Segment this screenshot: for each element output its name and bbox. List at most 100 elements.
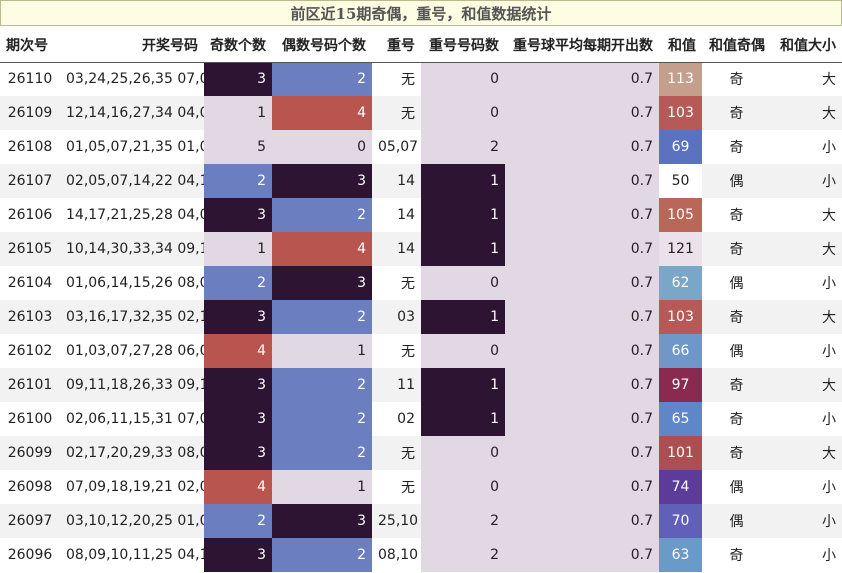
cell-repeat-count: 0: [421, 436, 505, 470]
cell-sum: 97: [659, 368, 702, 402]
cell-issue: 26105: [0, 232, 60, 266]
cell-sum-size: 小: [822, 480, 836, 496]
cell-numbers: 02,17,20,29,33 08,09: [60, 436, 204, 470]
cell-sum-size: 大: [771, 436, 842, 470]
cell-sum: 50: [659, 164, 702, 198]
header-repeat-avg[interactable]: 重号球平均每期开出数: [505, 28, 659, 63]
cell-sum-parity: 奇: [702, 300, 771, 334]
table-row[interactable]: 26106 14,17,21,25,28 04,06 3 2 14 1 0.7 105 奇 大: [0, 198, 842, 232]
header-odd-count[interactable]: 奇数个数: [204, 28, 272, 63]
header-repeat[interactable]: 重号: [372, 28, 421, 63]
cell-odd-count: 2: [204, 504, 272, 538]
cell-sum: 69: [659, 130, 702, 164]
cell-odd-count: 3: [204, 538, 272, 572]
cell-sum-size: 小: [822, 276, 836, 292]
cell-even-count: 2: [272, 62, 372, 96]
cell-sum-parity: 偶: [729, 480, 744, 496]
cell-odd-count: 4: [204, 334, 272, 368]
cell-issue: 26097: [0, 504, 60, 538]
cell-issue: 26106: [7, 207, 53, 223]
cell-sum-size: 大: [822, 72, 836, 89]
table-row[interactable]: 26104 01,06,14,15,26 08,09 2 3 无 0 0.7 62 偶 小: [0, 266, 842, 300]
table-row[interactable]: 26110 03,24,25,26,35 07,09 3 2 无 0 0.7 113 奇 大: [0, 62, 842, 96]
header-even-count[interactable]: 偶数号码个数: [272, 28, 372, 63]
cell-even-count: 4: [272, 96, 372, 130]
cell-odd-count: 3: [204, 198, 272, 232]
cell-even-count: 3: [272, 266, 372, 300]
header-sum[interactable]: 和值: [659, 28, 702, 63]
cell-sum-parity: 奇: [702, 232, 771, 266]
cell-numbers: 08,09,10,11,25 04,12: [66, 547, 204, 563]
cell-sum-size: 小: [771, 504, 842, 538]
cell-repeat: 08,10: [378, 547, 419, 563]
cell-repeat-avg: 0.7: [505, 198, 659, 232]
header-numbers[interactable]: 开奖号码: [60, 28, 204, 63]
table-row[interactable]: 26105 10,14,30,33,34 09,12 1 4 14 1 0.7 121 奇大: [0, 232, 842, 266]
cell-odd-count: 3: [204, 402, 272, 436]
header-repeat-count[interactable]: 重号号码数: [421, 28, 505, 63]
cell-repeat-count: 0: [421, 470, 505, 504]
cell-sum-parity: 偶: [702, 164, 771, 198]
cell-sum: 113: [659, 62, 702, 96]
statistics-table: 期次号 开奖号码 奇数个数 偶数号码个数 重号 重号号码数 重号球平均每期开出数…: [0, 28, 842, 572]
cell-numbers: 09,11,18,26,33 09,11: [60, 368, 204, 402]
table-row[interactable]: 26099 02,17,20,29,33 08,09 3 2 无 0 0.7 101 奇大: [0, 436, 842, 470]
cell-repeat: 11: [372, 368, 421, 402]
table-row[interactable]: 26096 08,09,10,11,25 04,12 3 2 08,10 2 0.7 63 奇小: [0, 538, 842, 572]
cell-sum: 103: [659, 300, 702, 334]
cell-repeat-count: 0: [421, 266, 505, 300]
cell-sum-size: 小: [822, 344, 836, 360]
cell-sum-size: 大: [822, 208, 836, 224]
cell-repeat-count: 2: [421, 130, 505, 164]
cell-numbers: 03,10,12,20,25 01,09: [60, 504, 204, 538]
cell-issue: 26107: [0, 164, 60, 198]
cell-repeat-count: 1: [421, 198, 505, 232]
header-issue[interactable]: 期次号: [0, 28, 60, 63]
table-row[interactable]: 26108 01,05,07,21,35 01,04 5 0 05,07 2 0.7 69 奇 小: [0, 130, 842, 164]
cell-odd-count: 2: [204, 266, 272, 300]
cell-sum: 103: [659, 96, 702, 130]
table-row[interactable]: 26109 12,14,16,27,34 04,08 1 4 无 0 0.7 103 奇大: [0, 96, 842, 130]
table-title: 前区近15期奇偶，重号，和值数据统计: [0, 0, 842, 26]
cell-numbers: 01,06,14,15,26 08,09: [66, 275, 204, 291]
cell-odd-count: 5: [204, 130, 272, 164]
cell-repeat: 02: [397, 411, 415, 427]
table-row[interactable]: 26100 02,06,11,15,31 07,08 3 2 02 1 0.7 65 奇 小: [0, 402, 842, 436]
header-sum-parity[interactable]: 和值奇偶: [702, 28, 771, 63]
table-row[interactable]: 26103 03,16,17,32,35 02,12 3 2 03 1 0.7 103 奇大: [0, 300, 842, 334]
table-row[interactable]: 26102 01,03,07,27,28 06,07 4 1 无 0 0.7 66 偶 小: [0, 334, 842, 368]
cell-sum-size: 大: [771, 300, 842, 334]
cell-repeat-count: 1: [421, 232, 505, 266]
cell-issue: 26104: [7, 275, 53, 291]
table-row[interactable]: 26107 02,05,07,14,22 04,10 2 3 14 1 0.7 50 偶小: [0, 164, 842, 198]
table-row[interactable]: 26101 09,11,18,26,33 09,11 3 2 11 1 0.7 97 奇大: [0, 368, 842, 402]
cell-repeat-avg: 0.7: [505, 130, 659, 164]
cell-sum-parity: 偶: [729, 276, 744, 292]
cell-numbers: 01,05,07,21,35 01,04: [66, 139, 204, 155]
cell-sum: 101: [659, 436, 702, 470]
cell-numbers: 01,03,07,27,28 06,07: [66, 343, 204, 359]
cell-repeat: 无: [401, 276, 415, 292]
cell-repeat-count: 2: [421, 504, 505, 538]
cell-odd-count: 3: [204, 368, 272, 402]
cell-odd-count: 1: [204, 96, 272, 130]
cell-sum-parity: 奇: [729, 72, 744, 89]
table-row[interactable]: 26098 07,09,18,19,21 02,09 4 1 无 0 0.7 74 偶 小: [0, 470, 842, 504]
cell-issue: 26108: [7, 139, 53, 155]
cell-sum-parity: 奇: [729, 548, 744, 564]
cell-sum-parity: 奇: [729, 208, 744, 224]
header-sum-size[interactable]: 和值大小: [771, 28, 842, 63]
cell-sum: 62: [659, 266, 702, 300]
cell-odd-count: 1: [204, 232, 272, 266]
cell-repeat: 无: [372, 436, 421, 470]
cell-sum: 65: [659, 402, 702, 436]
cell-sum-parity: 奇: [729, 140, 744, 156]
cell-odd-count: 3: [204, 300, 272, 334]
cell-repeat: 05,07: [378, 139, 419, 155]
cell-sum-size: 小: [822, 412, 836, 428]
table-row[interactable]: 26097 03,10,12,20,25 01,09 2 3 25,10 2 0.7 70 偶小: [0, 504, 842, 538]
cell-issue: 26101: [0, 368, 60, 402]
cell-sum: 63: [659, 538, 702, 572]
cell-numbers: 10,14,30,33,34 09,12: [60, 232, 204, 266]
cell-sum-size: 大: [771, 232, 842, 266]
